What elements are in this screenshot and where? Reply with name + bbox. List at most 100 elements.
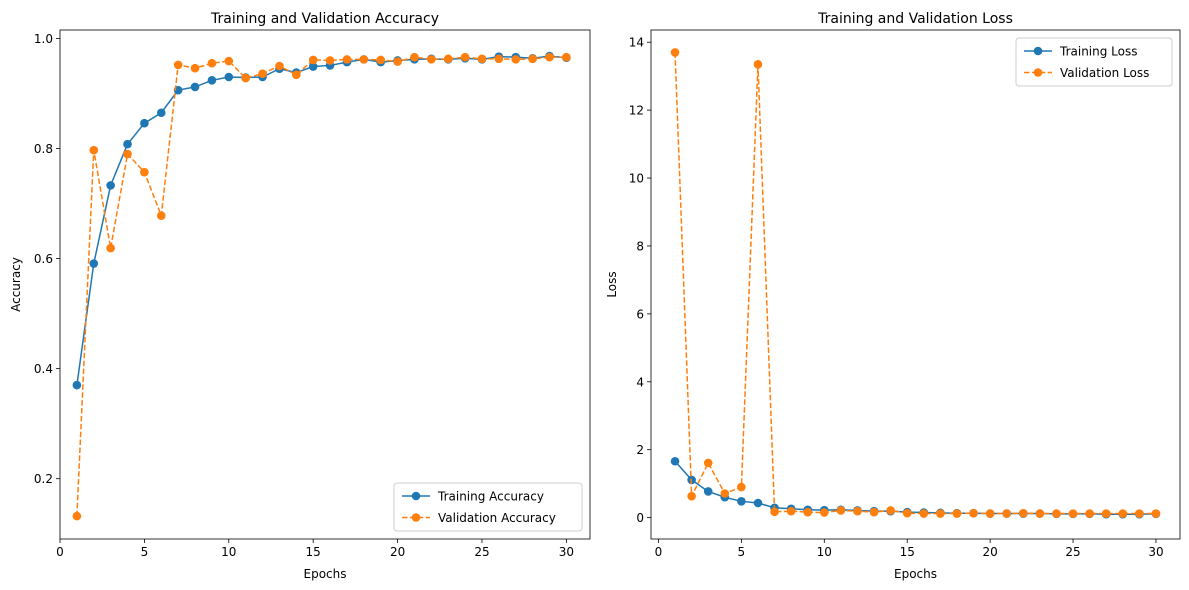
y-tick-label: 4 (636, 375, 644, 389)
axes-frame (650, 29, 1181, 540)
legend-box (1015, 37, 1173, 87)
data-point (770, 507, 779, 517)
axes-frame (59, 29, 591, 540)
data-point (1135, 509, 1144, 518)
data-point (886, 506, 895, 515)
data-point (1085, 509, 1094, 518)
data-point (207, 58, 217, 68)
data-point (703, 487, 713, 496)
data-point (123, 139, 132, 149)
chart-title: Training and Validation Accuracy (210, 11, 439, 27)
data-point (140, 167, 149, 177)
y-tick-label: 0 (636, 511, 644, 525)
data-point (902, 508, 912, 518)
data-point (803, 507, 813, 517)
data-point (342, 55, 352, 64)
series-training-accuracy (72, 51, 571, 390)
data-point (460, 52, 470, 62)
data-point (241, 73, 250, 83)
data-point (258, 69, 267, 78)
legend-label: Validation Loss (1060, 66, 1149, 80)
data-point (1002, 509, 1012, 518)
data-point (156, 108, 166, 118)
legend-label: Training Loss (1059, 45, 1137, 59)
data-point (1118, 509, 1128, 518)
data-point (1052, 509, 1061, 518)
data-point (545, 52, 554, 62)
data-point (443, 54, 453, 64)
x-tick-label: 20 (982, 545, 997, 559)
legend: Training Accuracy Validation Accuracy (393, 482, 583, 532)
data-point (224, 72, 234, 82)
x-tick-label: 0 (56, 545, 64, 559)
y-axis-label: Accuracy (9, 257, 23, 312)
data-point (410, 52, 419, 62)
series-line (674, 460, 1156, 515)
data-point (376, 55, 386, 65)
data-point (308, 55, 318, 65)
x-tick-label: 10 (817, 545, 832, 559)
y-tick-label: 8 (636, 239, 644, 253)
data-point (687, 491, 696, 501)
y-tick-label: 14 (629, 36, 644, 50)
x-tick-label: 15 (306, 545, 321, 559)
data-point (140, 118, 149, 128)
legend-marker (1033, 46, 1043, 56)
chart-title: Training and Validation Loss (817, 11, 1013, 27)
data-point (969, 508, 978, 518)
data-point (1068, 509, 1078, 518)
x-axis-label: Epochs (894, 567, 937, 581)
y-tick-label: 1.0 (34, 32, 53, 46)
y-tick-label: 0.4 (34, 362, 53, 376)
data-point (72, 511, 82, 521)
data-point (753, 59, 763, 69)
legend-label: Validation Accuracy (438, 511, 556, 525)
data-point (359, 55, 369, 64)
y-tick-label: 10 (629, 172, 644, 186)
data-point (1101, 509, 1111, 518)
data-point (1035, 509, 1045, 518)
data-point (477, 54, 487, 64)
data-point (936, 509, 945, 518)
data-point (720, 489, 730, 498)
x-tick-label: 5 (141, 545, 149, 559)
data-point (292, 70, 301, 80)
accuracy-chart: Training and Validation Accuracy 0 5 10 15 20… (9, 11, 591, 581)
data-point (325, 56, 335, 65)
data-point (1018, 508, 1028, 518)
data-point (670, 456, 680, 466)
data-point (869, 507, 879, 517)
data-point (753, 498, 763, 508)
data-point (528, 54, 537, 64)
data-point (737, 497, 746, 506)
data-point (952, 509, 962, 518)
x-tick-label: 0 (655, 545, 663, 559)
legend: Training Loss Validation Loss (1015, 37, 1173, 87)
data-point (156, 211, 166, 220)
data-point (106, 243, 115, 253)
legend-marker (411, 491, 421, 501)
data-point (427, 55, 436, 64)
x-tick-label: 25 (1065, 545, 1080, 559)
x-tick-label: 20 (390, 545, 405, 559)
data-point (106, 181, 115, 190)
series-line (674, 52, 1156, 515)
data-point (275, 61, 284, 71)
data-point (786, 506, 796, 516)
series-validation-loss (670, 48, 1161, 518)
data-point (819, 508, 829, 517)
y-tick-label: 0.8 (34, 142, 53, 156)
legend-label: Training Accuracy (437, 490, 544, 504)
data-point (173, 60, 183, 70)
data-point (89, 145, 99, 155)
series-line (76, 55, 567, 386)
x-tick-label: 5 (738, 545, 746, 559)
data-point (308, 62, 318, 71)
data-point (737, 482, 746, 492)
x-tick-label: 25 (474, 545, 489, 559)
data-point (190, 82, 200, 92)
y-tick-label: 0.6 (34, 252, 53, 266)
x-tick-label: 10 (221, 545, 236, 559)
